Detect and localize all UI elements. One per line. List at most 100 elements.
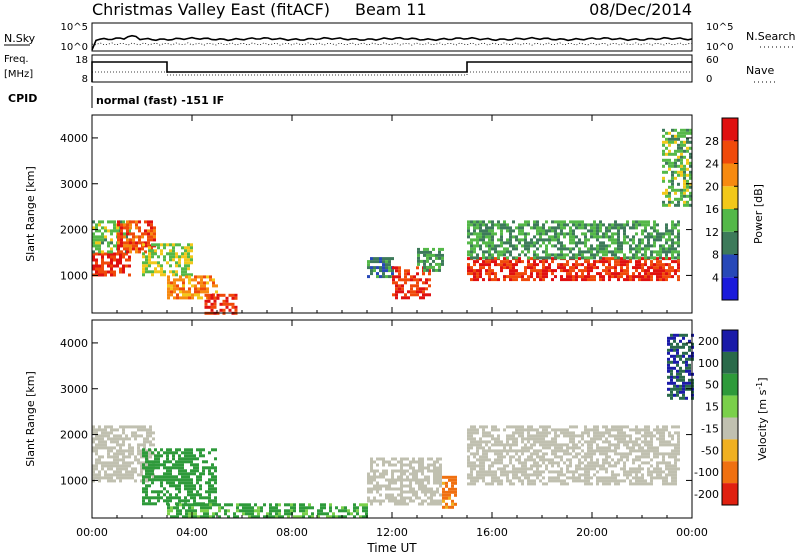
heatmap-cell [101,467,104,471]
heatmap-cell [482,449,485,453]
heatmap-cell [169,499,172,503]
heatmap-cell [629,250,632,254]
heatmap-cell [680,170,683,174]
heatmap-cell [539,256,542,260]
heatmap-cell [581,434,584,438]
heatmap-cell [184,451,187,455]
heatmap-cell [679,378,682,382]
heatmap-cell [671,161,674,165]
heatmap-cell [506,479,509,483]
heatmap-cell [128,452,131,456]
heatmap-cell [359,503,362,507]
heatmap-cell [326,515,329,519]
heatmap-cell [647,244,650,248]
heatmap-cell [473,461,476,465]
heatmap-cell [593,440,596,444]
heatmap-cell [605,461,608,465]
heatmap-cell [215,503,218,507]
heatmap-cell [545,428,548,432]
heatmap-cell [376,257,379,261]
heatmap-cell [611,425,614,429]
heatmap-cell [560,479,563,483]
heatmap-cell [599,272,602,276]
heatmap-cell [190,454,193,458]
heatmap-cell [132,220,135,224]
heatmap-cell [623,269,626,273]
heatmap-cell [548,253,551,257]
heatmap-cell [479,247,482,251]
heatmap-cell [671,179,674,183]
heatmap-cell [132,232,135,236]
heatmap-cell [488,278,491,282]
heatmap-cell [150,229,153,233]
heatmap-cell [673,366,676,370]
heatmap-cell [668,200,671,204]
heatmap-cell [682,333,685,337]
heatmap-cell [635,467,638,471]
heatmap-cell [92,446,95,450]
heatmap-cell [409,484,412,488]
heatmap-cell [403,469,406,473]
heatmap-cell [662,437,665,441]
heatmap-cell [671,256,674,260]
heatmap-cell [686,158,689,162]
heatmap-cell [119,434,122,438]
heatmap-cell [257,512,260,516]
heatmap-cell [572,263,575,267]
heatmap-cell [373,478,376,482]
heatmap-cell [548,226,551,230]
heatmap-cell [473,275,476,279]
heatmap-cell [524,253,527,257]
heatmap-cell [497,263,500,267]
heatmap-cell [418,469,421,473]
heatmap-cell [584,452,587,456]
heatmap-cell [172,258,175,262]
heatmap-cell [128,255,131,259]
heatmap-cell [515,440,518,444]
heatmap-cell [488,431,491,435]
heatmap-cell [169,448,172,452]
heatmap-cell [596,235,599,239]
heatmap-cell [203,506,206,510]
heatmap-cell [680,152,683,156]
heatmap-cell [575,425,578,429]
heatmap-cell [614,269,617,273]
heatmap-cell [545,452,548,456]
heatmap-cell [569,278,572,282]
heatmap-cell [590,263,593,267]
heatmap-cell [521,446,524,450]
heatmap-cell [682,381,685,385]
heatmap-cell [388,493,391,497]
heatmap-cell [668,164,671,168]
heatmap-cell [587,278,590,282]
heatmap-cell [206,515,209,519]
heatmap-cell [356,509,359,513]
heatmap-cell [151,490,154,494]
heatmap-cell [167,275,170,279]
heatmap-cell [95,229,98,233]
heatmap-cell [656,446,659,450]
heatmap-cell [536,275,539,279]
heatmap-cell [376,499,379,503]
heatmap-cell [539,473,542,477]
heatmap-cell [685,381,688,385]
heatmap-cell [185,296,188,300]
heatmap-cell [167,290,170,294]
heatmap-cell [515,272,518,276]
heatmap-cell [551,437,554,441]
heatmap-cell [656,266,659,270]
heatmap-cell [401,278,404,282]
heatmap-cell [682,393,685,397]
heatmap-cell [353,509,356,513]
heatmap-cell [551,443,554,447]
heatmap-cell [379,499,382,503]
beam-label: Beam 11 [355,0,427,19]
heatmap-cell [494,244,497,248]
heatmap-cell [677,137,680,141]
heatmap-cell [644,425,647,429]
heatmap-cell [125,473,128,477]
heatmap-cell [416,290,419,294]
heatmap-cell [135,241,138,245]
heatmap-cell [509,250,512,254]
heatmap-cell [400,484,403,488]
